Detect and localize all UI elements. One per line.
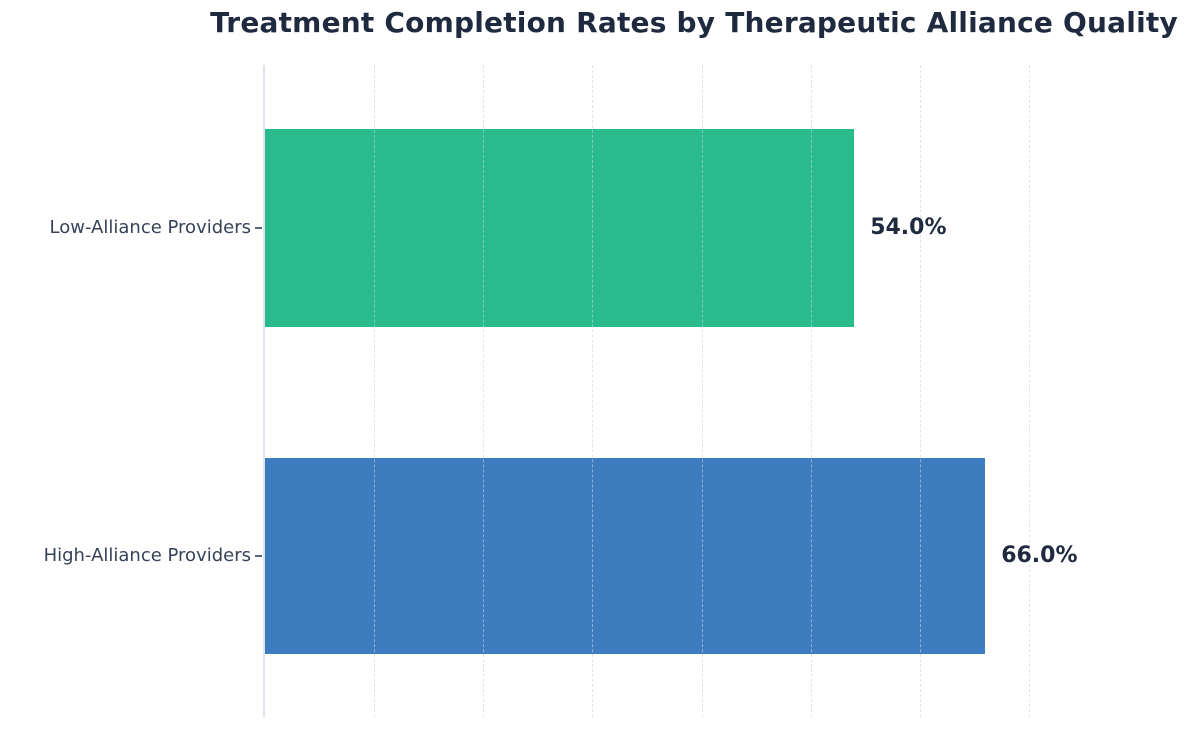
value-label: 54.0% <box>870 215 947 240</box>
value-label: 66.0% <box>1001 543 1078 568</box>
chart-title: Treatment Completion Rates by Therapeuti… <box>210 6 1178 39</box>
y-axis-tick <box>255 555 262 557</box>
gridline <box>1028 65 1030 717</box>
category-label: High-Alliance Providers <box>43 545 251 566</box>
gridline <box>701 65 703 717</box>
bar-low-alliance-providers <box>265 129 855 327</box>
gridline <box>483 65 485 717</box>
gridline <box>810 65 812 717</box>
y-axis-labels: Low-Alliance Providers High-Alliance Prov… <box>0 0 251 731</box>
y-axis-tick <box>255 227 262 229</box>
bar-high-alliance-providers <box>265 458 986 654</box>
category-label: Low-Alliance Providers <box>49 217 251 238</box>
plot-area: 54.0% 66.0% <box>263 65 1127 717</box>
gridline <box>374 65 376 717</box>
gridline <box>592 65 594 717</box>
gridline <box>919 65 921 717</box>
